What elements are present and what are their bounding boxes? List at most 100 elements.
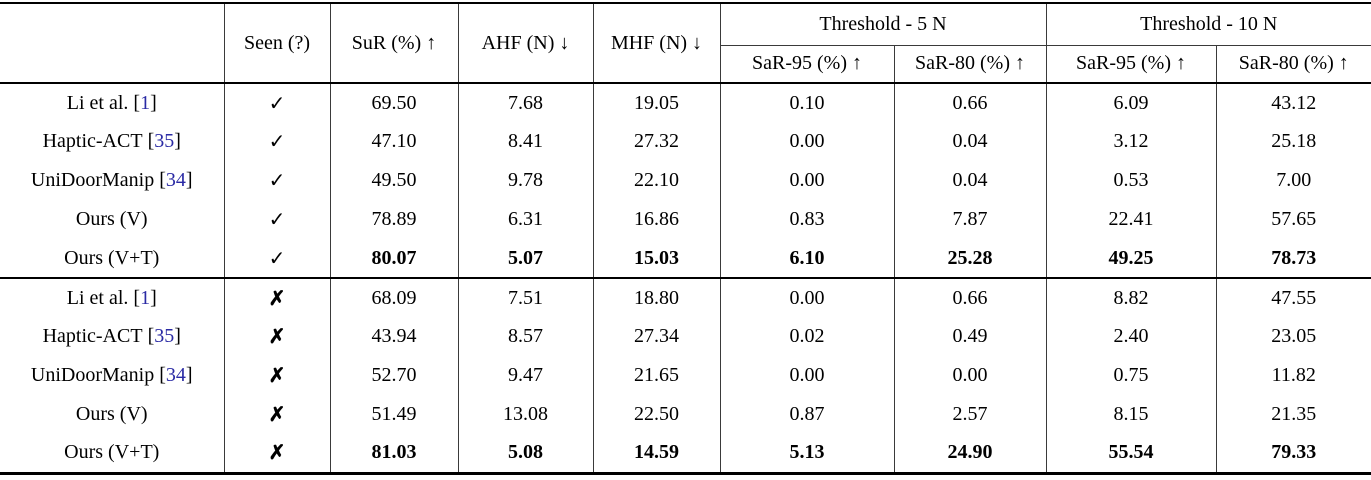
value-cell: 15.03 [592, 239, 720, 278]
col-header-sar95-5n: SaR-95 (%) ↑ [719, 45, 894, 83]
value-cell: 49.50 [329, 161, 458, 200]
seen-mark-icon: ✗ [268, 326, 286, 348]
citation: [34] [159, 169, 192, 191]
value-cell: 8.15 [1045, 395, 1217, 434]
method-cell: Li et al. [1] [0, 278, 224, 317]
value-cell: 0.00 [719, 161, 894, 200]
value-cell: 3.12 [1045, 122, 1217, 161]
value-cell: 69.50 [329, 83, 458, 122]
value-cell: 8.41 [457, 122, 593, 161]
citation-link[interactable]: 1 [140, 91, 151, 114]
table-row: UniDoorManip [34] ✗ 52.70 9.47 21.65 0.00 0.0… [0, 356, 1371, 395]
value-cell: 0.83 [719, 200, 894, 239]
value-cell: 78.73 [1215, 239, 1371, 278]
citation-link[interactable]: 35 [154, 325, 175, 347]
value-cell: 8.57 [457, 317, 593, 356]
value-cell: 23.05 [1215, 317, 1371, 356]
citation-link[interactable]: 1 [140, 286, 151, 309]
citation: [1] [133, 92, 156, 114]
table-row: Haptic-ACT [35] ✓ 47.10 8.41 27.32 0.00 0.04 3… [0, 122, 1371, 161]
seen-cell: ✗ [223, 356, 330, 395]
value-cell: 0.00 [719, 356, 894, 395]
value-cell: 7.00 [1215, 161, 1371, 200]
value-cell: 55.54 [1045, 434, 1217, 473]
value-cell: 2.40 [1045, 317, 1217, 356]
value-cell: 47.10 [329, 122, 458, 161]
table-row: Ours (V+T) ✗ 81.03 5.08 14.59 5.13 24.90 55.5… [0, 434, 1371, 473]
value-cell: 0.87 [719, 395, 894, 434]
citation-bracket-open: [ [133, 91, 141, 114]
citation: [35] [148, 325, 181, 347]
value-cell: 0.49 [893, 317, 1047, 356]
col-header-seen: Seen (?) [223, 3, 330, 83]
method-name: UniDoorManip [30, 364, 155, 386]
citation-bracket-close: ] [150, 91, 157, 114]
method-cell: UniDoorManip [34] [0, 161, 224, 200]
seen-cell: ✓ [223, 122, 330, 161]
citation-bracket-open: [ [159, 169, 166, 191]
table-header: Seen (?) SuR (%) ↑ AHF (N) ↓ MHF (N) ↓ T… [0, 3, 1371, 83]
value-cell: 22.41 [1045, 200, 1217, 239]
method-name: Haptic-ACT [42, 325, 143, 347]
citation-link[interactable]: 34 [165, 364, 186, 386]
value-cell: 0.02 [719, 317, 894, 356]
citation-bracket-close: ] [185, 169, 193, 191]
method-cell: UniDoorManip [34] [0, 356, 224, 395]
value-cell: 81.03 [329, 434, 458, 473]
value-cell: 43.12 [1215, 83, 1371, 122]
citation-bracket-close: ] [150, 286, 157, 309]
method-name: Ours (V+T) [64, 441, 160, 464]
citation-bracket-open: [ [159, 364, 166, 386]
col-header-ahf: AHF (N) ↓ [457, 3, 593, 83]
table-row: Li et al. [1] ✓ 69.50 7.68 19.05 0.10 0.66 6.0… [0, 83, 1371, 122]
method-cell: Ours (V) [0, 395, 224, 434]
value-cell: 2.57 [893, 395, 1047, 434]
citation-link[interactable]: 34 [165, 169, 186, 191]
value-cell: 0.66 [893, 83, 1047, 122]
value-cell: 5.07 [457, 239, 593, 278]
value-cell: 52.70 [329, 356, 458, 395]
section-unseen: Li et al. [1] ✗ 68.09 7.51 18.80 0.00 0.66 8.8… [0, 278, 1371, 473]
value-cell: 0.75 [1045, 356, 1217, 395]
seen-cell: ✓ [223, 83, 330, 122]
corner-cell [0, 3, 224, 83]
value-cell: 14.59 [592, 434, 720, 473]
method-name: UniDoorManip [30, 169, 155, 191]
value-cell: 47.55 [1215, 278, 1371, 317]
seen-cell: ✓ [223, 239, 330, 278]
col-header-sar80-10n: SaR-80 (%) ↑ [1215, 45, 1371, 83]
value-cell: 6.09 [1045, 83, 1217, 122]
method-cell: Ours (V) [0, 200, 224, 239]
method-name: Ours (V+T) [64, 246, 160, 269]
method-name: Ours (V) [75, 208, 148, 230]
value-cell: 51.49 [329, 395, 458, 434]
method-cell: Haptic-ACT [35] [0, 317, 224, 356]
citation: [1] [133, 287, 156, 309]
value-cell: 13.08 [457, 395, 593, 434]
value-cell: 6.10 [719, 239, 894, 278]
citation: [34] [159, 364, 192, 386]
citation-bracket-open: [ [133, 286, 141, 309]
citation-bracket-open: [ [147, 325, 155, 347]
citation-link[interactable]: 35 [154, 130, 175, 152]
method-name: Li et al. [66, 91, 129, 114]
citation-bracket-close: ] [174, 325, 181, 347]
value-cell: 8.82 [1045, 278, 1217, 317]
value-cell: 6.31 [457, 200, 593, 239]
method-name: Li et al. [66, 286, 129, 309]
col-header-sur: SuR (%) ↑ [329, 3, 458, 83]
value-cell: 7.87 [893, 200, 1047, 239]
value-cell: 78.89 [329, 200, 458, 239]
value-cell: 7.68 [457, 83, 593, 122]
value-cell: 21.65 [592, 356, 720, 395]
value-cell: 68.09 [329, 278, 458, 317]
citation-bracket-close: ] [174, 130, 181, 152]
value-cell: 9.78 [457, 161, 593, 200]
value-cell: 0.00 [719, 122, 894, 161]
method-cell: Ours (V+T) [0, 239, 224, 278]
seen-cell: ✓ [223, 161, 330, 200]
col-header-mhf: MHF (N) ↓ [592, 3, 720, 83]
value-cell: 0.10 [719, 83, 894, 122]
col-header-sar80-5n: SaR-80 (%) ↑ [893, 45, 1047, 83]
